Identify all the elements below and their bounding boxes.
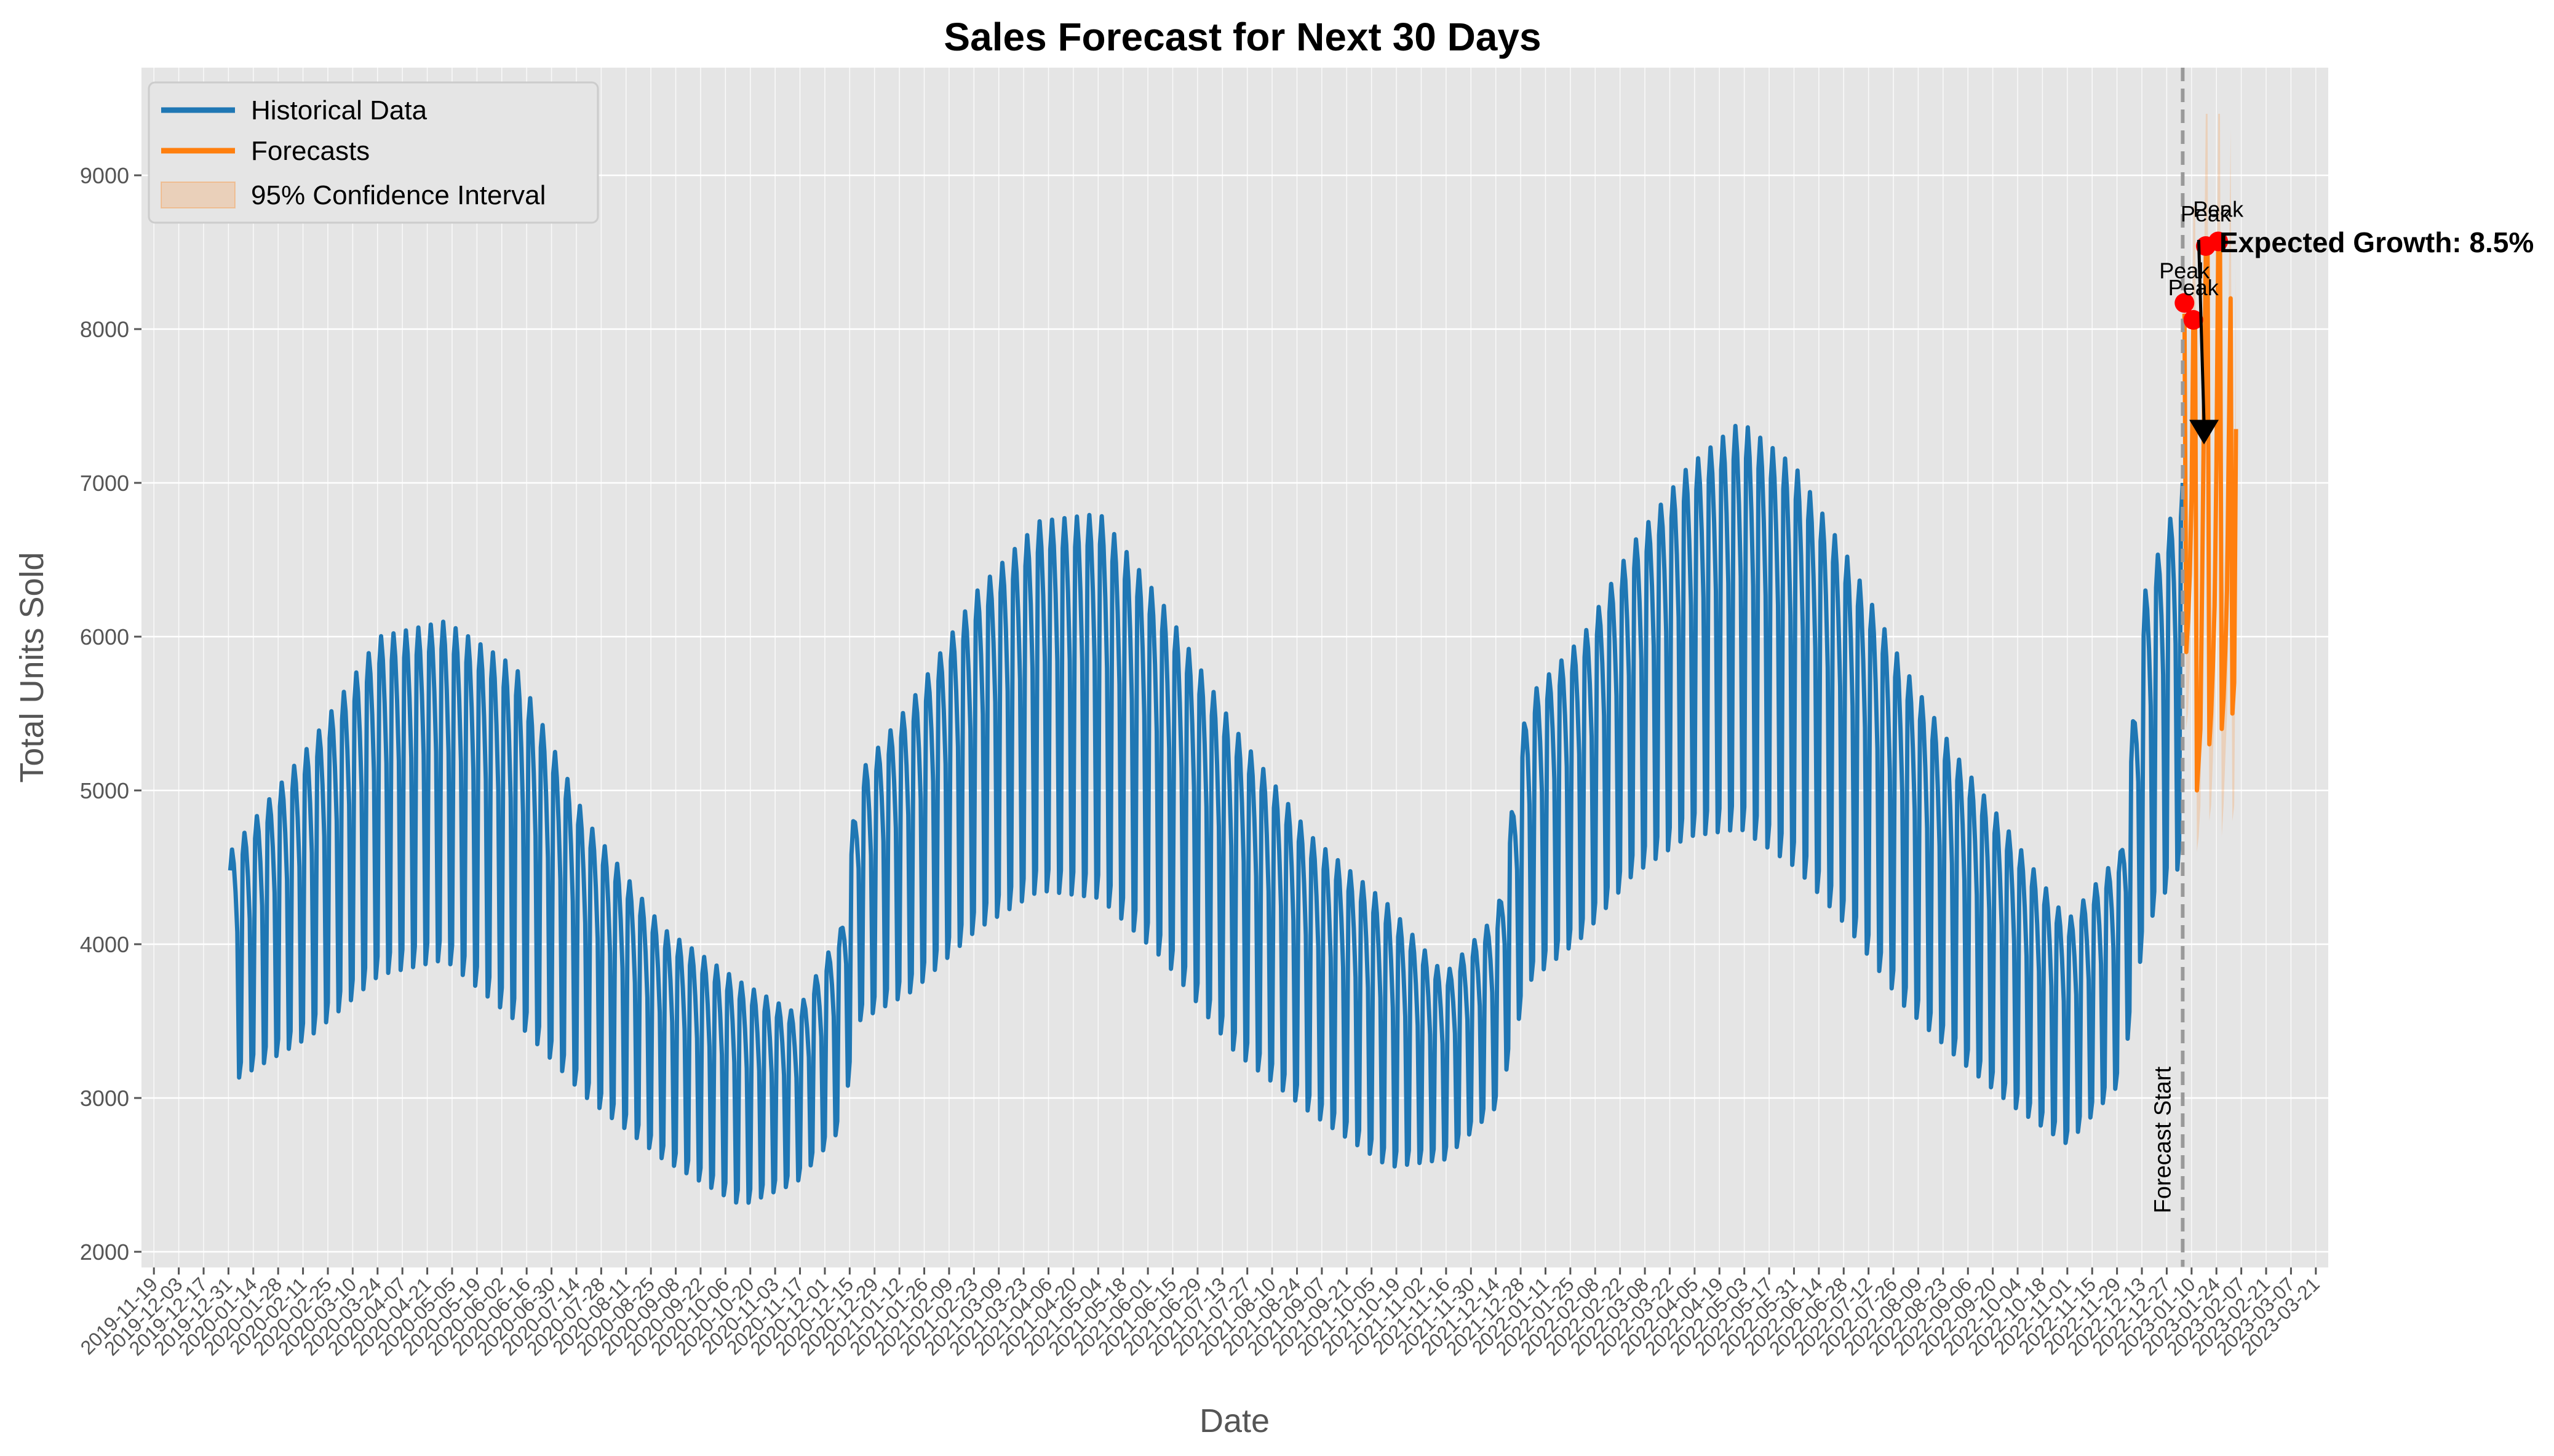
legend-historical-label: Historical Data bbox=[251, 95, 428, 125]
chart-title: Sales Forecast for Next 30 Days bbox=[944, 15, 1541, 59]
legend-ci-label: 95% Confidence Interval bbox=[251, 180, 546, 210]
x-axis-ticks: 2019-11-192019-12-032019-12-172019-12-31… bbox=[76, 1267, 2328, 1360]
peak-label: Peak bbox=[2193, 197, 2244, 222]
peak-marker bbox=[2208, 231, 2229, 252]
legend: Historical Data Forecasts 95% Confidence… bbox=[148, 81, 599, 224]
y-tick-label: 3000 bbox=[80, 1086, 129, 1111]
growth-arrow-shaft bbox=[2197, 239, 2206, 423]
x-axis-label: Date bbox=[1199, 1402, 1270, 1439]
peak-label: Peak bbox=[2181, 201, 2232, 226]
y-axis-label: Total Units Sold bbox=[14, 552, 50, 782]
legend-box bbox=[148, 81, 599, 224]
growth-annotation-text: Expected Growth: 8.5% bbox=[2219, 226, 2534, 258]
forecast-start-label: Forecast Start bbox=[2150, 1066, 2176, 1213]
y-tick-label: 7000 bbox=[80, 471, 129, 496]
y-tick-label: 8000 bbox=[80, 317, 129, 342]
peak-label: Peak bbox=[2159, 258, 2210, 284]
growth-annotation bbox=[2189, 239, 2219, 445]
legend-ci-swatch bbox=[161, 181, 236, 209]
peak-marker bbox=[2174, 293, 2195, 313]
y-tick-label: 2000 bbox=[80, 1239, 129, 1265]
y-tick-label: 9000 bbox=[80, 163, 129, 188]
y-tick-label: 6000 bbox=[80, 624, 129, 650]
forecast-line bbox=[2182, 234, 2238, 793]
forecast-series bbox=[2182, 234, 2238, 793]
peak-marker bbox=[2183, 310, 2203, 330]
y-axis-ticks: 2000 3000 4000 5000 6000 7000 8000 9000 bbox=[80, 163, 141, 1265]
legend-forecast-label: Forecasts bbox=[251, 136, 370, 166]
historical-series bbox=[228, 424, 2185, 1205]
y-tick-label: 4000 bbox=[80, 932, 129, 957]
growth-arrow-head bbox=[2189, 420, 2219, 445]
historical-data-line bbox=[228, 424, 2185, 1205]
peak-label: Peak bbox=[2168, 275, 2219, 300]
y-tick-label: 5000 bbox=[80, 778, 129, 803]
